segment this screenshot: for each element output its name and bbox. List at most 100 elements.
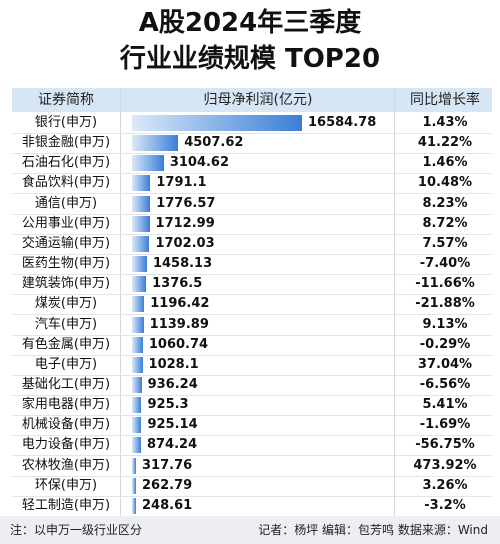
category-label: 非银金融(申万) (21, 135, 111, 151)
bar-value-label: 1776.57 (156, 195, 216, 211)
bar (132, 155, 164, 172)
growth-value: -3.2% (424, 497, 466, 513)
growth-value: 7.57% (422, 235, 468, 251)
category-label: 有色金属(申万) (21, 336, 111, 352)
bar (132, 457, 136, 474)
growth-value: -1.69% (419, 417, 471, 433)
table-row: 基础化工(申万) 936.24 -6.56% (12, 375, 492, 396)
growth-value: 473.92% (413, 457, 477, 473)
bar (132, 175, 151, 192)
table-header: 证券简称 归母净利润(亿元) 同比增长率 (12, 88, 492, 112)
footer: 注：以申万一级行业区分 记者：杨坪 编辑：包芳鸣 数据来源：Wind (0, 516, 500, 544)
table-row: 公用事业(申万) 1712.99 8.72% (12, 214, 492, 235)
category-label: 基础化工(申万) (21, 376, 111, 392)
growth-value: -56.75% (415, 437, 475, 453)
bar-value-label: 1702.03 (155, 235, 215, 251)
growth-value: 41.22% (417, 135, 473, 151)
bar (132, 336, 143, 353)
category-label: 通信(申万) (34, 195, 98, 211)
table-row: 机械设备(申万) 925.14 -1.69% (12, 415, 492, 437)
table-row: 电力设备(申万) 874.24 -56.75% (12, 435, 492, 457)
bar-value-label: 925.3 (147, 397, 189, 413)
bar (132, 195, 151, 212)
bar-value-label: 874.24 (146, 437, 198, 453)
growth-value: 8.72% (422, 215, 468, 231)
category-label: 煤炭(申万) (34, 296, 98, 312)
bar-value-label: 1376.5 (152, 276, 203, 292)
chart-title-line-2: 行业业绩规模 TOP20 (119, 44, 381, 74)
bar-value-label: 16584.78 (308, 115, 377, 130)
growth-value: -21.88% (415, 296, 475, 312)
category-label: 食品饮料(申万) (21, 175, 111, 191)
bar-value-label: 1458.13 (152, 256, 213, 272)
category-label: 建筑装饰(申万) (21, 276, 111, 292)
bar-value-label: 1028.1 (148, 356, 199, 372)
growth-value: -0.29% (419, 336, 471, 352)
bar (132, 356, 143, 373)
bar (132, 235, 150, 252)
category-label: 公用事业(申万) (21, 215, 111, 231)
category-label: 轻工制造(申万) (21, 497, 111, 513)
category-label: 农林牧渔(申万) (21, 457, 111, 473)
category-label: 医药生物(申万) (21, 256, 111, 272)
table-row: 环保(申万) 262.79 3.26% (12, 476, 492, 497)
table-row: 煤炭(申万) 1196.42 -21.88% (12, 294, 492, 316)
growth-value: -6.56% (419, 376, 471, 392)
footer-credit: 记者：杨坪 编辑：包芳鸣 数据来源：Wind (258, 523, 488, 537)
category-label: 汽车(申万) (34, 316, 98, 332)
bar (132, 115, 302, 131)
category-label: 交通运输(申万) (21, 235, 111, 251)
table-row: 农林牧渔(申万) 317.76 473.92% (12, 456, 492, 477)
bar-value-label: 1196.42 (150, 296, 210, 312)
bar (132, 376, 142, 393)
bar (132, 316, 144, 333)
bar-value-label: 3104.62 (169, 155, 230, 171)
bar (132, 135, 179, 152)
chart-title-line-1: A股2024年三季度 (138, 8, 362, 38)
growth-value: 8.23% (422, 195, 468, 211)
bar (132, 497, 136, 514)
bar (132, 437, 141, 454)
growth-value: 1.46% (422, 155, 468, 171)
column-separator (120, 88, 121, 516)
growth-value: -11.66% (415, 276, 475, 292)
bar-value-label: 1791.1 (156, 175, 207, 191)
table-row: 石油石化(申万) 3104.62 1.46% (12, 153, 492, 175)
bar-value-label: 248.61 (142, 497, 193, 513)
header-growth: 同比增长率 (410, 92, 480, 108)
table-row: 交通运输(申万) 1702.03 7.57% (12, 234, 492, 255)
category-label: 电子(申万) (34, 356, 98, 372)
bar-value-label: 925.14 (147, 417, 198, 433)
table-row: 电子(申万) 1028.1 37.04% (12, 355, 492, 376)
bar-value-label: 1712.99 (155, 215, 215, 231)
bar-value-label: 936.24 (147, 376, 198, 392)
table-row: 非银金融(申万) 4507.62 41.22% (12, 133, 492, 155)
growth-value: 1.43% (422, 115, 468, 130)
table-row: 通信(申万) 1776.57 8.23% (12, 194, 492, 215)
bar (132, 256, 147, 273)
table-row: 银行(申万) 16584.78 1.43% (12, 113, 492, 134)
growth-value: 9.13% (422, 316, 468, 332)
growth-value: 37.04% (417, 356, 473, 372)
bar (132, 397, 142, 414)
category-label: 电力设备(申万) (21, 437, 111, 453)
bar (132, 215, 150, 232)
category-label: 环保(申万) (34, 477, 98, 493)
table-row: 建筑装饰(申万) 1376.5 -11.66% (12, 274, 492, 296)
category-label: 机械设备(申万) (21, 417, 111, 433)
bar-value-label: 1139.89 (149, 316, 209, 332)
category-label: 家用电器(申万) (21, 397, 111, 413)
header-profit: 归母净利润(亿元) (203, 92, 313, 108)
header-name: 证券简称 (38, 92, 94, 108)
table-row: 有色金属(申万) 1060.74 -0.29% (12, 335, 492, 356)
bar (132, 276, 147, 293)
growth-value: 10.48% (417, 175, 473, 191)
footer-note: 注：以申万一级行业区分 (10, 523, 143, 537)
growth-value: 5.41% (422, 397, 468, 413)
bar (132, 417, 142, 434)
growth-value: -7.40% (419, 256, 471, 272)
category-label: 银行(申万) (34, 115, 98, 130)
table-row: 家用电器(申万) 925.3 5.41% (12, 395, 492, 417)
bar (132, 477, 136, 494)
table-row: 医药生物(申万) 1458.13 -7.40% (12, 254, 492, 276)
